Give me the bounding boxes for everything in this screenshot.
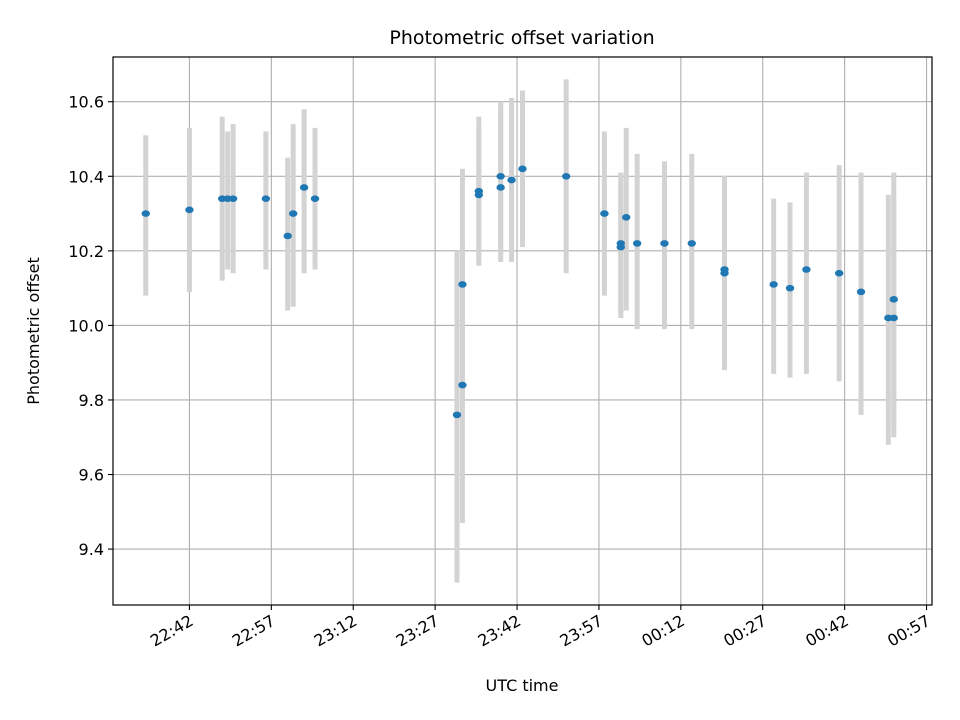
- data-point: [310, 195, 320, 202]
- x-axis-label: UTC time: [486, 676, 559, 695]
- data-point: [720, 269, 729, 277]
- data-point: [474, 187, 484, 195]
- data-point: [632, 240, 642, 247]
- data-point: [561, 172, 571, 180]
- data-point: [288, 210, 298, 217]
- data-point: [496, 172, 505, 180]
- data-point: [660, 240, 669, 247]
- data-point: [600, 210, 609, 217]
- data-point: [687, 240, 696, 247]
- data-point: [802, 266, 811, 273]
- data-point: [496, 184, 505, 191]
- y-tick-label: 10.0: [68, 316, 104, 335]
- y-tick-label: 10.2: [68, 242, 104, 261]
- data-point: [518, 165, 527, 173]
- chart-title: Photometric offset variation: [389, 27, 654, 49]
- data-point: [185, 206, 194, 214]
- data-point: [228, 195, 238, 202]
- data-point: [261, 195, 271, 202]
- y-tick-label: 10.6: [68, 93, 104, 112]
- data-point: [785, 284, 795, 292]
- data-point: [616, 240, 625, 247]
- data-point: [458, 281, 467, 288]
- plot-frame: [112, 56, 933, 606]
- y-axis-label: Photometric offset: [24, 257, 43, 405]
- data-points: [141, 165, 898, 419]
- data-point: [452, 411, 462, 419]
- data-point: [834, 269, 844, 277]
- data-point: [769, 281, 778, 288]
- data-point: [299, 184, 309, 191]
- data-point: [889, 314, 898, 322]
- y-tick-label: 9.4: [79, 540, 104, 559]
- y-tick-label: 9.8: [79, 391, 104, 410]
- data-point: [856, 288, 866, 296]
- y-tick-label: 10.4: [68, 167, 104, 186]
- data-point: [889, 296, 898, 303]
- data-point: [283, 232, 292, 240]
- y-tick-label: 9.6: [79, 466, 104, 485]
- y-axis-ticks: 9.4 9.6 9.8 10.0 10.2 10.4 10.6: [68, 93, 113, 559]
- data-point: [141, 210, 150, 217]
- data-point: [622, 213, 631, 221]
- data-point: [507, 176, 516, 184]
- data-point: [458, 381, 467, 389]
